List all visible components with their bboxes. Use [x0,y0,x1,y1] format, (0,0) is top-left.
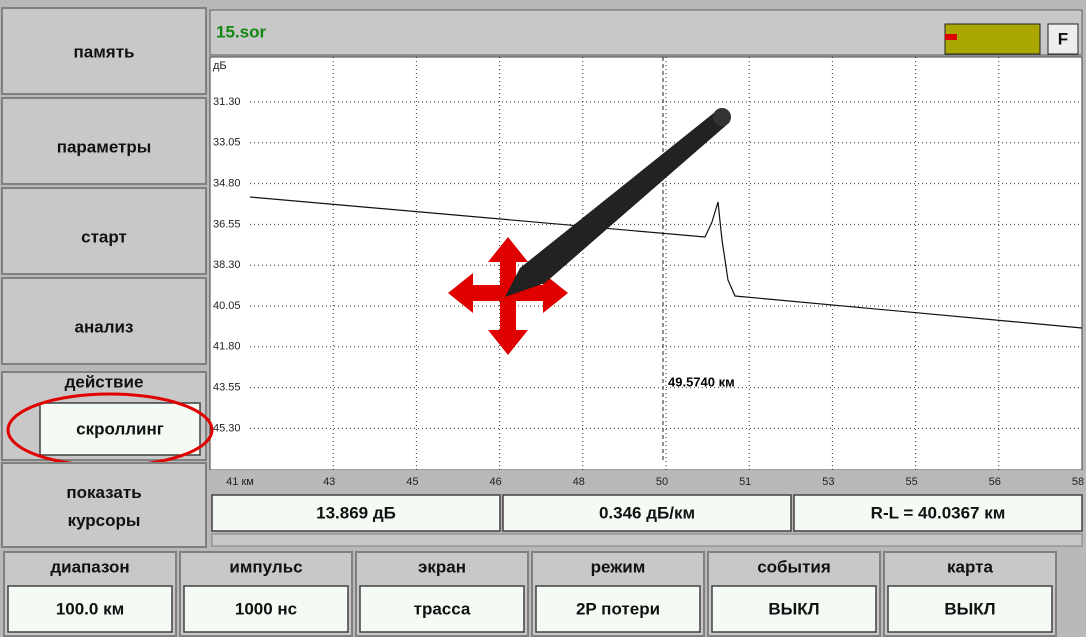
setting-value: ВЫКЛ [944,599,995,618]
setting-value: ВЫКЛ [768,599,819,618]
y-label: 41.80 [213,341,241,353]
x-label: 58 [1072,476,1084,488]
stylus [505,108,731,297]
setting-value: 100.0 км [56,599,124,618]
plot-area [209,56,1083,471]
readout: 0.346 дБ/км [599,503,695,522]
setting-box[interactable] [183,585,349,633]
y-label: 33.05 [213,137,241,149]
readout-box [502,494,792,532]
menu-label: анализ [75,317,134,336]
readout: 13.869 дБ [316,503,396,522]
y-label: 36.55 [213,218,241,230]
menu-button[interactable] [1,462,207,548]
y-label: 38.30 [213,259,241,271]
setting-box[interactable] [535,585,701,633]
y-label: 40.05 [213,300,241,312]
readout: R-L = 40.0367 км [871,503,1006,522]
action-box[interactable] [39,402,201,456]
menu-button[interactable] [1,277,207,365]
menu-button[interactable] [1,97,207,185]
action-label: действие [65,372,144,391]
x-label: 45 [406,476,418,488]
x-label: 56 [989,476,1001,488]
menu-label: параметры [57,137,152,156]
battery-mark [945,34,957,40]
setting-label: диапазон [50,557,129,576]
x-label: 48 [573,476,585,488]
readout-box [793,494,1083,532]
x-label: 50 [656,476,668,488]
menu-button[interactable] [1,7,207,95]
x-label: 51 [739,476,751,488]
menu-button[interactable] [1,187,207,275]
x-label: 43 [323,476,335,488]
setting-box[interactable] [7,585,173,633]
y-label: 45.30 [213,422,241,434]
setting-label: режим [591,557,646,576]
setting-label: карта [947,557,993,576]
setting-value: трасса [414,599,471,618]
setting-box[interactable] [887,585,1053,633]
trace [249,196,1083,329]
x-label: 53 [822,476,834,488]
setting-label: события [757,557,831,576]
x-label: 55 [905,476,917,488]
status-strip [211,533,1083,547]
readout-box [211,494,501,532]
setting-box[interactable] [359,585,525,633]
cursor-label: 49.5740 км [668,374,735,389]
flag-box [1047,23,1079,55]
action-value: скроллинг [76,419,164,438]
y-label: 31.30 [213,96,241,108]
setting-box[interactable] [711,585,877,633]
title-bar [209,9,1083,56]
setting-label: импульс [229,557,302,576]
battery [944,23,1041,55]
y-label: 43.55 [213,382,241,394]
x-label: 41 км [226,476,254,488]
y-unit: дБ [213,60,227,72]
file-name: 15.sor [216,22,266,41]
x-label: 46 [489,476,501,488]
setting-value: 1000 нс [235,599,297,618]
setting-value: 2P потери [576,599,660,618]
menu-label: память [74,42,135,61]
setting-label: экран [418,557,466,576]
menu-label: показать курсоры [66,483,141,530]
y-label: 34.80 [213,178,241,190]
menu-label: старт [81,227,127,246]
flag: F [1058,29,1068,48]
